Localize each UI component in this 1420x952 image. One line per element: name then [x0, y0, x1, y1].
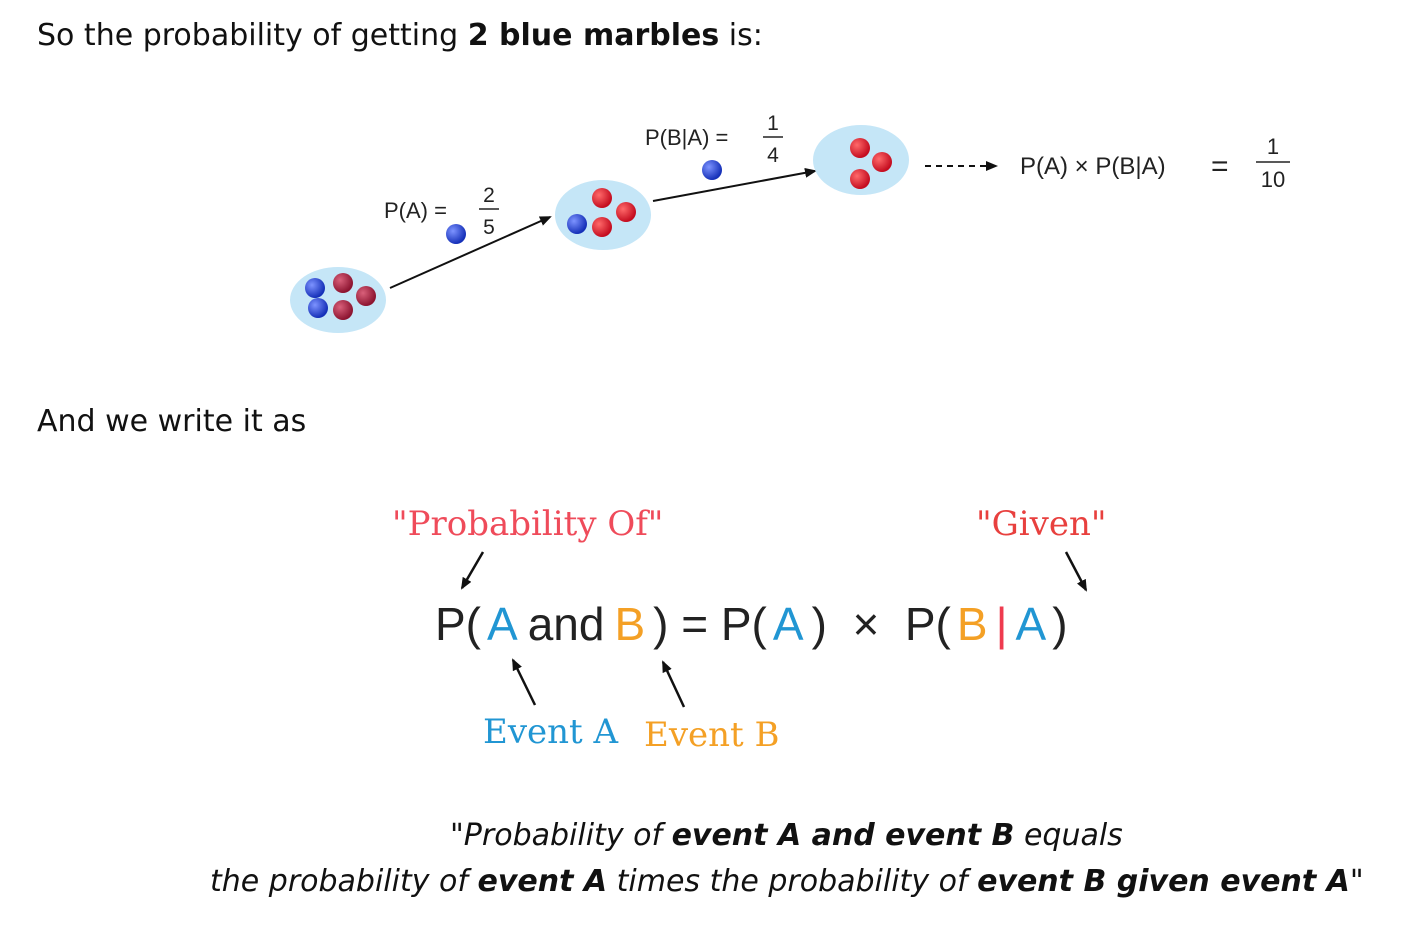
red-marble — [872, 152, 892, 172]
dashed-arrow-head — [986, 161, 998, 171]
result-label: P(A) × P(B|A) — [1020, 153, 1166, 180]
quote-line2-bold-1: event A — [477, 864, 608, 899]
bag-start — [290, 267, 386, 333]
pa-numerator: 2 — [483, 184, 495, 207]
bag-after-first — [555, 180, 651, 250]
maroon-marble — [333, 273, 353, 293]
formula-and: and — [528, 598, 605, 650]
formula-given-bar: | — [996, 598, 1008, 650]
quote-line-1: "Probability of event A and event B equa… — [450, 818, 1123, 853]
given-arrow — [1064, 551, 1088, 592]
maroon-marble — [356, 286, 376, 306]
intro-prefix: So the probability of getting — [37, 18, 468, 53]
formula-a2: A — [773, 598, 804, 650]
probability-of-arrow — [460, 551, 485, 590]
drawn-blue-marble-1 — [446, 224, 466, 244]
intro-bold: 2 blue marbles — [467, 18, 720, 53]
blue-marble — [567, 214, 587, 234]
result-numerator: 1 — [1267, 134, 1279, 159]
arrow-second-draw — [652, 167, 817, 202]
maroon-marble — [333, 300, 353, 320]
quote-line2-suffix: " — [1349, 864, 1364, 899]
blue-marble — [308, 298, 328, 318]
event-a-arrow — [511, 658, 537, 706]
formula-a1: A — [487, 598, 518, 650]
pba-denominator: 4 — [767, 144, 779, 167]
red-marble — [592, 188, 612, 208]
drawn-blue-marble-2 — [702, 160, 722, 180]
red-marble — [616, 202, 636, 222]
arrow-first-draw — [389, 216, 552, 289]
intro-suffix: is: — [719, 18, 763, 53]
pba-label: P(B|A) = — [645, 125, 728, 150]
formula-p-open: P( — [435, 598, 482, 650]
intro-text: So the probability of getting 2 blue mar… — [37, 18, 763, 53]
probability-of-label: "Probability Of" — [392, 504, 663, 544]
formula-a3: A — [1016, 598, 1047, 650]
red-marble — [850, 169, 870, 189]
red-marble — [592, 217, 612, 237]
formula-b1: B — [614, 598, 645, 650]
quote-line2-prefix: the probability of — [210, 864, 478, 899]
event-b-label: Event B — [644, 715, 780, 755]
formula-close-eq: ) = P( — [653, 598, 767, 650]
write-as-text: And we write it as — [37, 404, 307, 439]
formula-close-end: ) — [1052, 598, 1067, 650]
quote-line1-suffix: equals — [1014, 818, 1123, 853]
formula-close-times: ) × P( — [812, 598, 952, 650]
pa-label: P(A) = — [384, 198, 447, 223]
result-denominator: 10 — [1261, 167, 1285, 192]
event-b-arrow — [661, 660, 686, 708]
bag-after-second — [813, 125, 909, 195]
quote-line-2: the probability of event A times the pro… — [210, 864, 1364, 899]
quote-line2-mid: times the probability of — [607, 864, 978, 899]
red-marble — [850, 138, 870, 158]
quote-line1-prefix: "Probability of — [450, 818, 672, 853]
quote-line2-bold-2: event B given event A — [977, 864, 1350, 899]
formula-b2: B — [957, 598, 988, 650]
given-label: "Given" — [976, 504, 1107, 544]
quote-line1-bold: event A and event B — [671, 818, 1015, 853]
blue-marble — [305, 278, 325, 298]
event-a-label: Event A — [483, 712, 619, 752]
pa-denominator: 5 — [483, 216, 495, 239]
result-equals: = — [1211, 150, 1229, 183]
marble-tree-diagram: P(A) = 2 5 P(B|A) = 1 4 P(A) × P(B|A) = … — [290, 112, 1290, 333]
pba-numerator: 1 — [767, 112, 779, 135]
